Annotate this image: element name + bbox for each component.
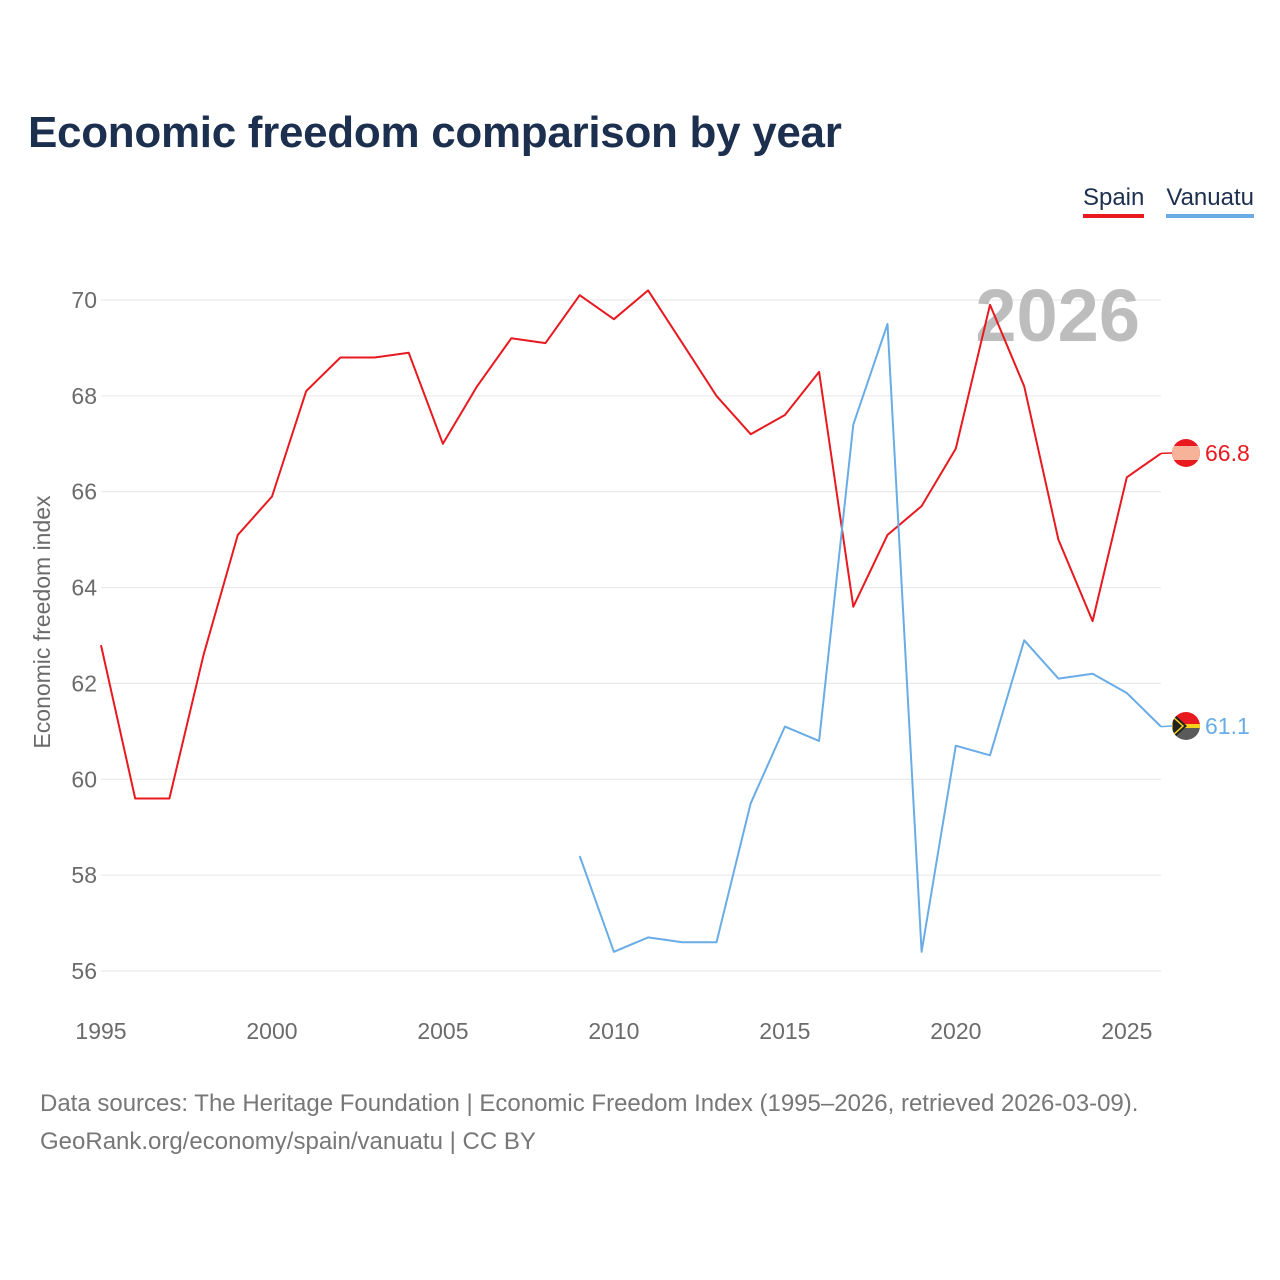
point-vanuatu-2017[interactable] (850, 422, 856, 428)
y-tick-70: 70 (71, 287, 97, 313)
point-spain-2002[interactable] (337, 355, 343, 361)
point-spain-2022[interactable] (1021, 383, 1027, 389)
point-spain-2019[interactable] (919, 503, 925, 509)
y-tick-62: 62 (71, 670, 97, 696)
spain-flag-icon (1172, 439, 1200, 467)
point-spain-2010[interactable] (611, 316, 617, 322)
point-vanuatu-2011[interactable] (645, 934, 651, 940)
legend-item-spain[interactable]: Spain (1082, 184, 1145, 218)
series-lines: 66.8 61.1 (98, 287, 1250, 955)
x-tick-1995: 1995 (75, 1018, 126, 1044)
x-axis-ticks: 1995 2000 2005 2010 2015 2020 2025 (75, 1018, 1152, 1044)
y-tick-56: 56 (71, 958, 97, 984)
point-spain-1995[interactable] (98, 642, 104, 648)
chart-title: Economic freedom comparison by year (28, 108, 842, 157)
point-spain-2003[interactable] (372, 355, 378, 361)
x-tick-2005: 2005 (417, 1018, 468, 1044)
point-spain-2009[interactable] (577, 292, 583, 298)
point-spain-2025[interactable] (1124, 474, 1130, 480)
point-spain-2020[interactable] (953, 446, 959, 452)
point-vanuatu-2022[interactable] (1021, 637, 1027, 643)
point-vanuatu-2009[interactable] (577, 853, 583, 859)
point-spain-2017[interactable] (850, 604, 856, 610)
x-tick-2025: 2025 (1101, 1018, 1152, 1044)
point-spain-1999[interactable] (235, 532, 241, 538)
point-spain-2016[interactable] (816, 369, 822, 375)
point-spain-2018[interactable] (884, 532, 890, 538)
point-spain-2004[interactable] (406, 350, 412, 356)
end-label-spain: 66.8 (1205, 440, 1250, 466)
point-spain-1996[interactable] (132, 795, 138, 801)
point-spain-2012[interactable] (679, 340, 685, 346)
point-vanuatu-2018[interactable] (884, 321, 890, 327)
y-tick-58: 58 (71, 862, 97, 888)
point-spain-2015[interactable] (782, 412, 788, 418)
point-spain-2000[interactable] (269, 494, 275, 500)
point-spain-2013[interactable] (713, 393, 719, 399)
x-tick-2000: 2000 (246, 1018, 297, 1044)
end-markers (1172, 439, 1200, 740)
x-tick-2010: 2010 (588, 1018, 639, 1044)
footer-sources: Data sources: The Heritage Foundation | … (40, 1090, 1139, 1117)
y-tick-68: 68 (71, 383, 97, 409)
point-spain-2011[interactable] (645, 287, 651, 293)
point-spain-2024[interactable] (1090, 618, 1096, 624)
legend: Spain Vanuatu (1082, 184, 1254, 218)
point-spain-2005[interactable] (440, 441, 446, 447)
point-vanuatu-2016[interactable] (816, 738, 822, 744)
point-spain-1998[interactable] (201, 652, 207, 658)
point-spain-2023[interactable] (1055, 537, 1061, 543)
series-line-spain (100, 289, 1162, 800)
point-vanuatu-2010[interactable] (611, 949, 617, 955)
grid-lines (101, 299, 1161, 972)
end-label-vanuatu: 61.1 (1205, 713, 1250, 739)
footer-credit[interactable]: GeoRank.org/economy/spain/vanuatu | CC B… (40, 1128, 536, 1155)
y-axis-label: Economic freedom index (29, 495, 55, 749)
footer: Data sources: The Heritage Foundation | … (40, 1085, 1138, 1161)
legend-item-vanuatu[interactable]: Vanuatu (1166, 184, 1254, 218)
point-vanuatu-2015[interactable] (782, 724, 788, 730)
x-tick-2015: 2015 (759, 1018, 810, 1044)
point-spain-2001[interactable] (303, 388, 309, 394)
point-vanuatu-2020[interactable] (953, 743, 959, 749)
point-vanuatu-2025[interactable] (1124, 690, 1130, 696)
y-tick-60: 60 (71, 766, 97, 792)
point-vanuatu-2012[interactable] (679, 939, 685, 945)
point-spain-2008[interactable] (543, 340, 549, 346)
year-watermark: 2026 (975, 274, 1140, 357)
connector-vanuatu (1160, 725, 1173, 728)
y-tick-64: 64 (71, 575, 97, 601)
y-axis-ticks: 56 58 60 62 64 66 68 70 (71, 287, 97, 984)
point-spain-2006[interactable] (474, 383, 480, 389)
x-tick-2020: 2020 (930, 1018, 981, 1044)
point-vanuatu-2021[interactable] (987, 752, 993, 758)
point-vanuatu-2024[interactable] (1090, 671, 1096, 677)
vanuatu-flag-icon (1172, 712, 1200, 740)
y-tick-66: 66 (71, 479, 97, 505)
point-vanuatu-2019[interactable] (919, 949, 925, 955)
point-spain-2007[interactable] (508, 335, 514, 341)
series-line-vanuatu (578, 323, 1162, 953)
point-spain-2021[interactable] (987, 302, 993, 308)
point-spain-1997[interactable] (166, 795, 172, 801)
point-vanuatu-2014[interactable] (748, 800, 754, 806)
point-vanuatu-2023[interactable] (1055, 676, 1061, 682)
point-vanuatu-2013[interactable] (713, 939, 719, 945)
point-spain-2014[interactable] (748, 431, 754, 437)
